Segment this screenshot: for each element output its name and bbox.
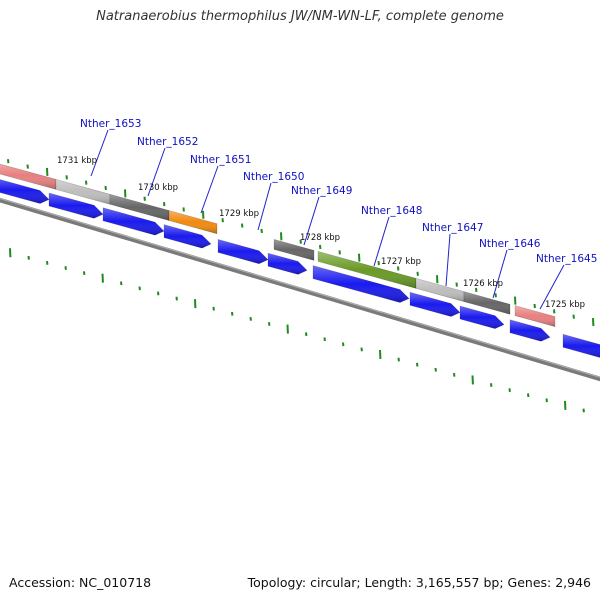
cds-arrow-shading bbox=[460, 306, 504, 329]
gene-feature-shading bbox=[56, 179, 110, 205]
gene-label-leader bbox=[445, 233, 451, 287]
gene-label: Nther_1653 bbox=[80, 118, 141, 130]
gene-feature-shading bbox=[274, 239, 314, 261]
gene-feature-shading bbox=[318, 251, 416, 289]
cds-arrow-shading bbox=[313, 265, 409, 303]
cds-arrow-shading bbox=[164, 224, 211, 249]
gene-label-leader bbox=[539, 264, 565, 310]
cds-feature-track bbox=[0, 179, 600, 358]
kbp-scale-label: 1727 kbp bbox=[381, 257, 421, 267]
genome-title: Natranaerobius thermophilus JW/NM-WN-LF,… bbox=[96, 9, 504, 24]
gene-feature-track bbox=[0, 163, 556, 327]
kbp-scale-label: 1726 kbp bbox=[463, 279, 503, 289]
gene-label-leader bbox=[257, 182, 272, 231]
kbp-scale-label: 1729 kbp bbox=[219, 209, 259, 219]
kbp-scale-label: 1725 kbp bbox=[545, 300, 585, 310]
gene-label-leader bbox=[200, 165, 219, 214]
cds-arrow-shading bbox=[49, 193, 103, 219]
gene-label: Nther_1645 bbox=[536, 253, 597, 265]
gene-label: Nther_1651 bbox=[190, 154, 251, 166]
cds-arrow-shading bbox=[0, 179, 49, 204]
accession-text: Accession: NC_010718 bbox=[9, 575, 152, 590]
genome-summary-text: Topology: circular; Length: 3,165,557 bp… bbox=[247, 575, 591, 590]
gene-label: Nther_1650 bbox=[243, 171, 304, 183]
backbone-highlight bbox=[0, 198, 600, 378]
cds-arrow-shading bbox=[103, 207, 164, 236]
gene-feature-shading bbox=[169, 210, 217, 234]
gene-feature-shading bbox=[0, 164, 56, 190]
scale-tick-marks bbox=[7, 159, 595, 413]
cds-arrow-shading bbox=[218, 239, 268, 264]
gene-feature-shading bbox=[464, 291, 510, 315]
gene-feature-shading bbox=[416, 278, 464, 302]
genome-backbone bbox=[0, 197, 600, 382]
kbp-scale-label: 1731 kbp bbox=[57, 156, 97, 166]
gene-label-leader bbox=[303, 196, 320, 246]
gene-label-leader bbox=[147, 147, 166, 197]
gene-feature-shading bbox=[515, 305, 555, 327]
cds-arrow-shading bbox=[510, 319, 550, 342]
gene-label-leader bbox=[373, 216, 390, 267]
kbp-scale-label: 1728 kbp bbox=[300, 233, 340, 243]
gene-feature-shading bbox=[110, 194, 169, 221]
backbone-line bbox=[0, 197, 600, 382]
cds-arrow-shading bbox=[563, 334, 600, 358]
gene-label-leader bbox=[492, 249, 508, 299]
gene-label: Nther_1649 bbox=[291, 185, 352, 197]
kbp-scale-label: 1730 kbp bbox=[138, 183, 178, 193]
cds-arrow-shading bbox=[268, 253, 307, 275]
gene-label: Nther_1648 bbox=[361, 205, 422, 217]
gene-label-leader bbox=[90, 129, 109, 177]
gene-label: Nther_1647 bbox=[422, 222, 483, 234]
scale-labels: 1731 kbp 1730 kbp 1729 kbp 1728 kbp 1727 kbp… bbox=[57, 156, 585, 310]
gene-label: Nther_1646 bbox=[479, 238, 541, 250]
gene-labels: Nther_1653 Nther_1652 Nther_1651 Nther_1650… bbox=[80, 118, 597, 310]
cds-arrow-shading bbox=[410, 292, 460, 317]
gene-label: Nther_1652 bbox=[137, 136, 198, 148]
